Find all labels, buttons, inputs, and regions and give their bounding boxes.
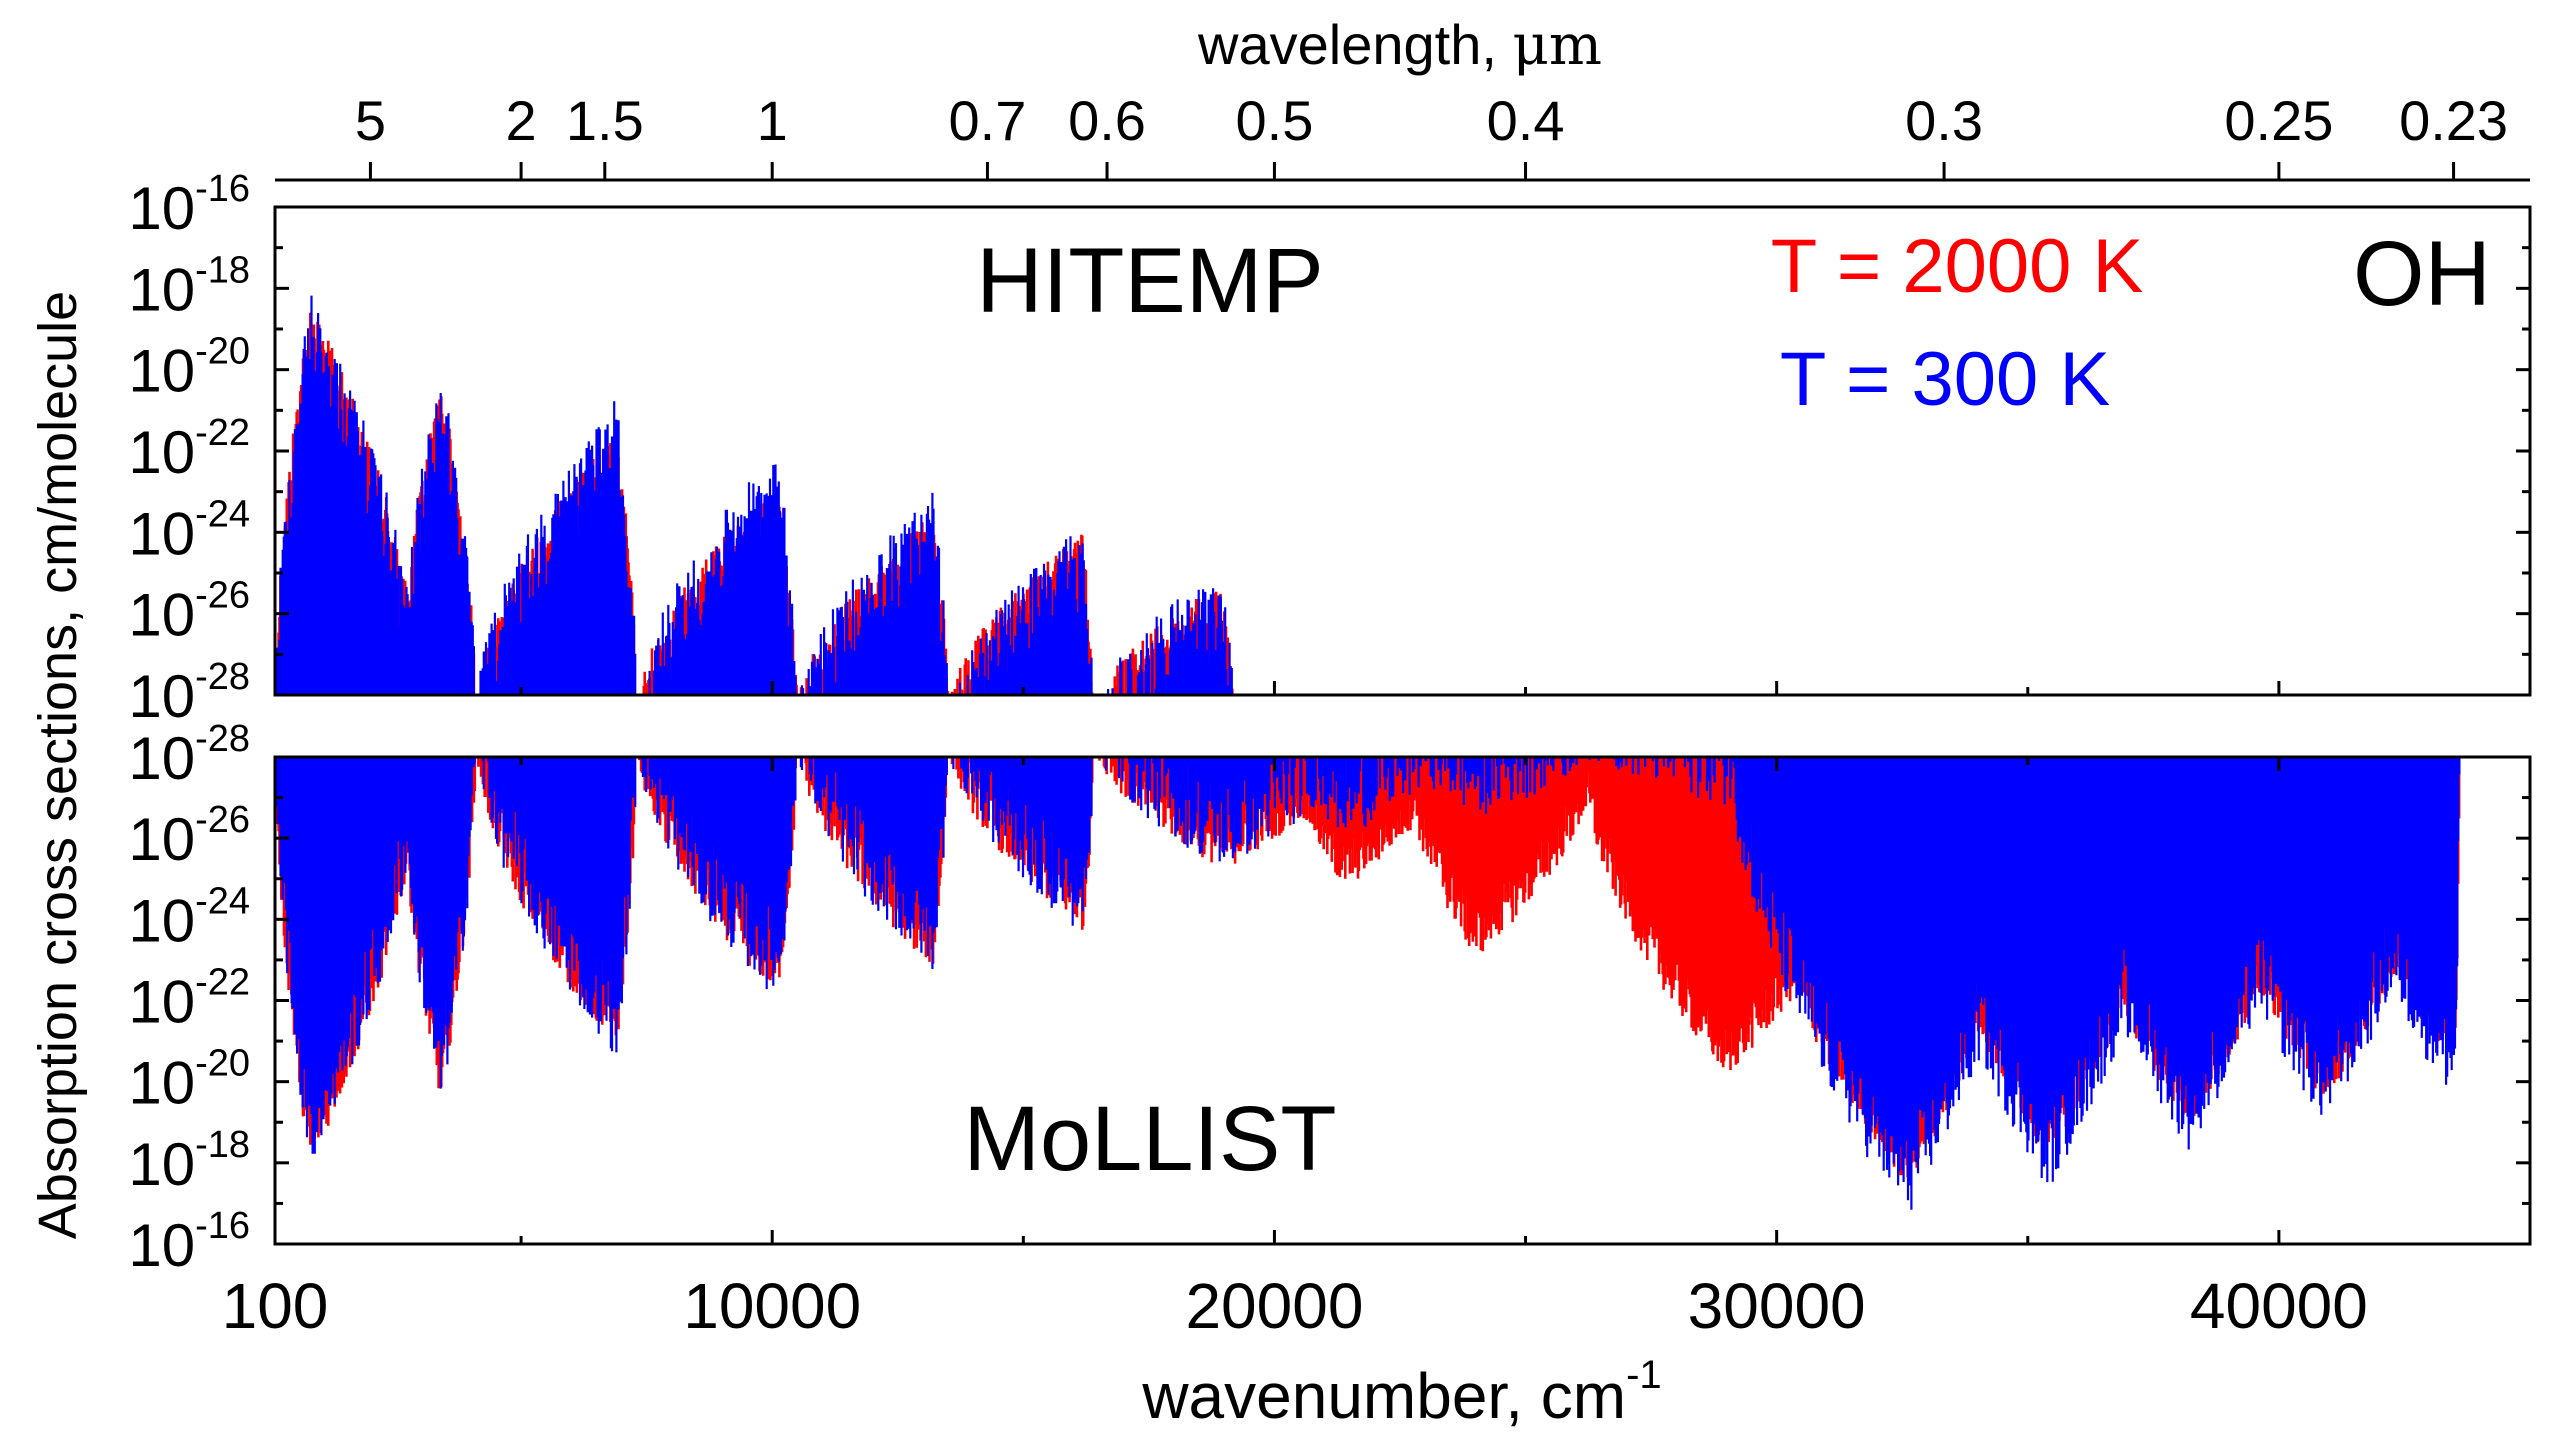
- y-axis-title: Absorption cross sections, cm/molecule: [28, 291, 88, 1239]
- y-tick-label: 10-28: [128, 656, 250, 730]
- wavelength-tick-label: 0.4: [1487, 89, 1565, 152]
- y-tick-label: 10-26: [128, 575, 250, 649]
- x-tick-label: 30000: [1688, 1270, 1866, 1342]
- y-tick-label: 10-18: [128, 1124, 250, 1198]
- hitemp-label: HITEMP: [976, 230, 1324, 332]
- wavelength-tick-label: 1: [757, 89, 788, 152]
- x-tick-label: 10000: [683, 1270, 861, 1342]
- y-tick-label: 10-22: [128, 962, 250, 1036]
- series-300k: [276, 295, 1233, 695]
- legend-2000k: T = 2000 K: [1771, 224, 2144, 309]
- y-tick-label: 10-26: [128, 799, 250, 873]
- wavelength-tick-label: 0.5: [1236, 89, 1314, 152]
- wavenumber-axis-title: wavenumber, cm-1: [1141, 1353, 1661, 1432]
- wavelength-tick-label: 0.7: [949, 89, 1027, 152]
- y-tick-label: 10-16: [128, 1205, 250, 1279]
- wavelength-axis-title: wavelength, μm: [1197, 13, 1602, 78]
- wavelength-axis: 5 2 1.5 1 0.7 0.6 0.5 0.4 0.3 0.25 0.23: [355, 89, 2508, 180]
- y-tick-label: 10-24: [128, 880, 250, 954]
- wavelength-tick-label: 2: [506, 89, 537, 152]
- hitemp-spectrum: [275, 295, 1234, 695]
- y-tick-label: 10-20: [128, 1043, 250, 1117]
- y-tick-label: 10-20: [128, 331, 250, 405]
- spectrum-lines: [276, 295, 1233, 695]
- y-tick-label: 10-28: [128, 718, 250, 792]
- wavelength-tick-label: 0.23: [2399, 89, 2508, 152]
- mollist-spectrum: [275, 757, 2461, 1210]
- legend-300k: T = 300 K: [1780, 337, 2110, 422]
- spectrum-lines: [276, 757, 2461, 1210]
- y-tick-label: 10-24: [128, 493, 250, 567]
- wavelength-tick-label: 1.5: [566, 89, 644, 152]
- wavelength-tick-label: 0.3: [1905, 89, 1983, 152]
- series-300k: [276, 757, 2461, 1210]
- y-tick-label: 10-22: [128, 412, 250, 486]
- x-tick-label: 20000: [1185, 1270, 1363, 1342]
- wavelength-tick-label: 0.6: [1068, 89, 1146, 152]
- y-axis: 10-1610-1810-2010-2210-2410-2610-2810-28…: [128, 168, 2530, 1279]
- x-tick-label: 40000: [2190, 1270, 2368, 1342]
- molecule-label: OH: [2353, 223, 2491, 325]
- mollist-label: MoLLIST: [963, 1088, 1336, 1190]
- y-tick-label: 10-16: [128, 168, 250, 242]
- y-tick-label: 10-18: [128, 249, 250, 323]
- x-tick-label: 100: [222, 1270, 329, 1342]
- wavelength-tick-label: 5: [355, 89, 386, 152]
- wavenumber-axis: 100 10000 20000 30000 40000: [222, 681, 2368, 1342]
- wavelength-tick-label: 0.25: [2224, 89, 2333, 152]
